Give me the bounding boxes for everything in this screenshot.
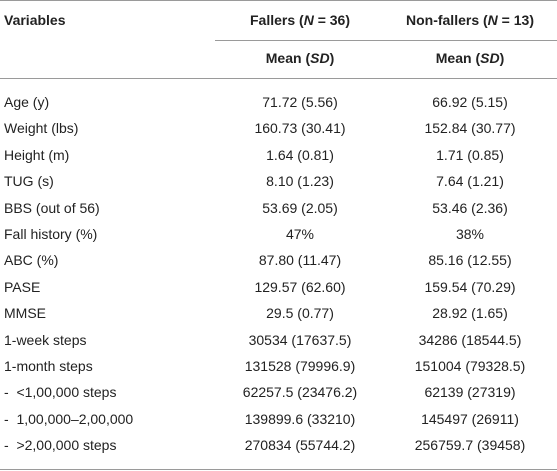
table-cell: 62139 (27319) [424, 384, 516, 401]
table-cell: 1.71 (0.85) [436, 146, 504, 163]
table-cell: 160.73 (30.41) [254, 120, 346, 137]
rule [0, 0, 557, 1]
rule [0, 78, 557, 79]
header-text: SD [310, 50, 330, 66]
table-cell: 145497 (26911) [421, 410, 519, 427]
rule [215, 40, 557, 41]
header-cell: Mean (SD) [385, 48, 555, 68]
header-text: = 36) [313, 12, 351, 28]
row-label: 1-month steps [4, 358, 93, 374]
row-label: - <1,00,000 steps [4, 384, 117, 401]
header-cell: Fallers (N = 36) [215, 10, 385, 30]
header-text: ) [329, 50, 335, 66]
table-cell: 29.5 (0.77) [266, 305, 334, 322]
row-label: PASE [4, 278, 41, 295]
header-text: SD [480, 50, 500, 66]
row-label: ABC (%) [4, 252, 59, 269]
row-label: - >2,00,000 steps [4, 437, 117, 454]
header-cell: Variables [4, 12, 66, 28]
header-cell: Non-fallers (N = 13) [385, 10, 555, 30]
header-text: = 13) [497, 12, 534, 28]
row-label: Age (y) [4, 94, 50, 110]
row-label: Weight (lbs) [4, 120, 79, 137]
row-label: MMSE [4, 305, 46, 322]
table-cell: 53.46 (2.36) [432, 199, 508, 216]
header-cell: Mean (SD) [215, 48, 385, 68]
table-cell: 87.80 (11.47) [258, 252, 342, 269]
row-label: Height (m) [4, 146, 70, 163]
table-cell: 7.64 (1.21) [436, 173, 504, 190]
header-text: Mean ( [265, 50, 311, 66]
table-cell: 47% [285, 226, 315, 242]
header-text: N [303, 12, 314, 28]
row-label: 1-week steps [4, 331, 87, 348]
table-cell: 30534 (17637.5) [248, 331, 352, 348]
table-cell: 159.54 (70.29) [424, 278, 516, 295]
table-cell: 1.64 (0.81) [266, 146, 334, 163]
table-cell: 270834 (55744.2) [244, 437, 356, 454]
table-cell: 28.92 (1.65) [432, 305, 508, 322]
header-text: Mean ( [435, 50, 481, 66]
table-cell: 66.92 (5.15) [432, 94, 508, 110]
table-cell: 129.57 (62.60) [254, 278, 346, 295]
table-cell: 62257.5 (23476.2) [242, 384, 358, 401]
table-cell: 256759.7 (39458) [414, 437, 526, 454]
header-text: N [487, 12, 498, 28]
header-text: Fallers ( [249, 12, 304, 28]
table-cell: 8.10 (1.23) [266, 173, 334, 190]
table-cell: 53.69 (2.05) [262, 199, 338, 216]
row-label: TUG (s) [4, 173, 54, 190]
header-text: Non-fallers ( [405, 12, 488, 28]
table-cell: 139899.6 (33210) [244, 410, 356, 427]
table-cell: 71.72 (5.56) [262, 94, 338, 110]
table-cell: 85.16 (12.55) [428, 252, 512, 269]
table-cell: 152.84 (30.77) [424, 120, 516, 137]
row-label: BBS (out of 56) [4, 199, 100, 216]
rule [0, 469, 557, 470]
row-label: - 1,00,000–2,00,000 [4, 410, 134, 427]
table-cell: 131528 (79996.9) [244, 358, 356, 374]
header-text: ) [499, 50, 505, 66]
table-cell: 151004 (79328.5) [414, 358, 526, 374]
table-cell: 38% [455, 226, 485, 242]
row-label: Fall history (%) [4, 226, 98, 242]
table-cell: 34286 (18544.5) [418, 331, 522, 348]
